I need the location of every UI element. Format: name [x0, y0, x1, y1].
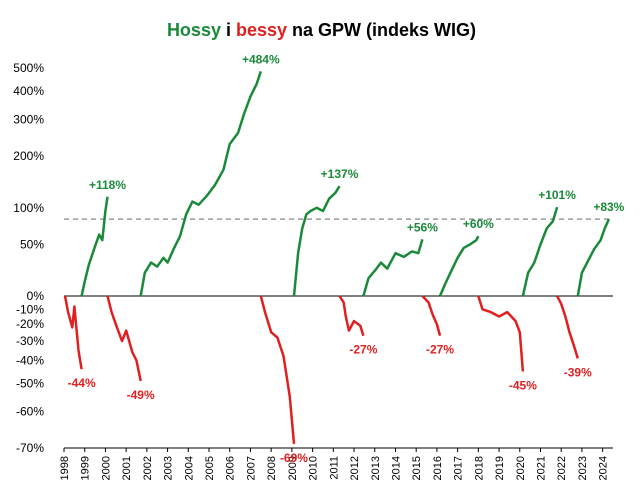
y-tick-label: 400% [13, 84, 44, 98]
bear-market-line-2 [106, 295, 142, 382]
title-hossy: Hossy [166, 20, 221, 40]
y-tick-label: -40% [16, 353, 44, 367]
x-tick-label: 2002 [142, 456, 154, 480]
y-tick-label: -70% [16, 441, 44, 455]
y-tick-label: 500% [13, 61, 44, 75]
y-tick-label: 0% [27, 289, 45, 303]
bull-market-line-3 [139, 71, 262, 297]
y-tick-label: 300% [13, 113, 44, 127]
bull-market-label: +484% [242, 52, 280, 66]
x-tick-label: 2019 [494, 456, 506, 480]
bull-market-label: +60% [463, 217, 494, 231]
bull-market-line-5 [292, 185, 341, 297]
y-tick-label: 200% [13, 149, 44, 163]
title-i: i [220, 20, 236, 40]
y-tick-label: -60% [16, 405, 44, 419]
x-tick-label: 2018 [473, 456, 485, 480]
x-tick-label: 2021 [535, 456, 547, 480]
bull-market-line-7 [362, 239, 424, 297]
y-tick-label: -50% [16, 377, 44, 391]
bear-market-label: -69% [280, 451, 308, 465]
bull-market-line-9 [438, 235, 480, 297]
x-tick-label: 1999 [80, 456, 92, 480]
y-tick-label: -20% [16, 317, 44, 331]
y-tick-label: 100% [13, 201, 44, 215]
x-tick-label: 2024 [598, 456, 610, 480]
x-tick-label: 2001 [121, 456, 133, 480]
bear-market-label: -45% [509, 378, 537, 392]
bull-market-label: +137% [321, 167, 359, 181]
bear-market-label: -27% [426, 343, 454, 357]
x-tick-label: 2006 [225, 456, 237, 480]
x-tick-label: 2011 [328, 456, 340, 480]
bull-market-label: +118% [89, 178, 126, 192]
x-tick-label: 1998 [59, 456, 71, 480]
bull-market-line-11 [521, 206, 559, 297]
y-tick-label: -30% [16, 334, 44, 348]
x-tick-label: 2014 [390, 456, 402, 480]
bear-market-line-8 [421, 295, 442, 337]
x-tick-label: 2022 [556, 456, 568, 480]
bear-market-label: -39% [564, 365, 592, 379]
x-tick-label: 2010 [308, 456, 320, 480]
x-tick-label: 2008 [266, 456, 278, 480]
x-tick-label: 2023 [577, 456, 589, 480]
x-tick-label: 2020 [515, 456, 527, 480]
x-tick-label: 2009 [287, 456, 299, 480]
bear-market-label: -49% [127, 388, 155, 402]
bull-market-line-13 [576, 218, 611, 297]
bear-market-line-4 [259, 295, 296, 445]
bull-market-label: +101% [538, 188, 576, 202]
bear-market-line-0 [63, 295, 83, 370]
x-tick-label: 2017 [453, 456, 465, 480]
bull-market-label: +56% [407, 220, 438, 234]
x-tick-label: 2004 [183, 456, 195, 480]
x-tick-label: 2003 [163, 456, 175, 480]
y-tick-label: 50% [20, 237, 44, 251]
bull-market-line-1 [80, 196, 109, 297]
x-tick-label: 2016 [432, 456, 444, 480]
x-tick-label: 2012 [349, 456, 361, 480]
x-tick-label: 2007 [245, 456, 257, 480]
x-tick-label: 2000 [100, 456, 112, 480]
y-tick-label: -10% [16, 302, 44, 316]
bear-market-line-10 [477, 295, 525, 372]
title-rest: na GPW (indeks WIG) [287, 20, 477, 40]
bear-market-line-12 [555, 295, 579, 359]
x-tick-label: 2015 [411, 456, 423, 480]
bull-market-label: +83% [593, 200, 624, 214]
bear-market-label: -44% [68, 376, 96, 390]
bear-market-label: -27% [349, 343, 377, 357]
x-tick-label: 2013 [370, 456, 382, 480]
bear-market-line-6 [338, 295, 365, 337]
chart-title: Hossy i bessy na GPW (indeks WIG) [0, 20, 643, 41]
title-bessy: bessy [235, 20, 288, 40]
x-tick-label: 2005 [204, 456, 216, 480]
